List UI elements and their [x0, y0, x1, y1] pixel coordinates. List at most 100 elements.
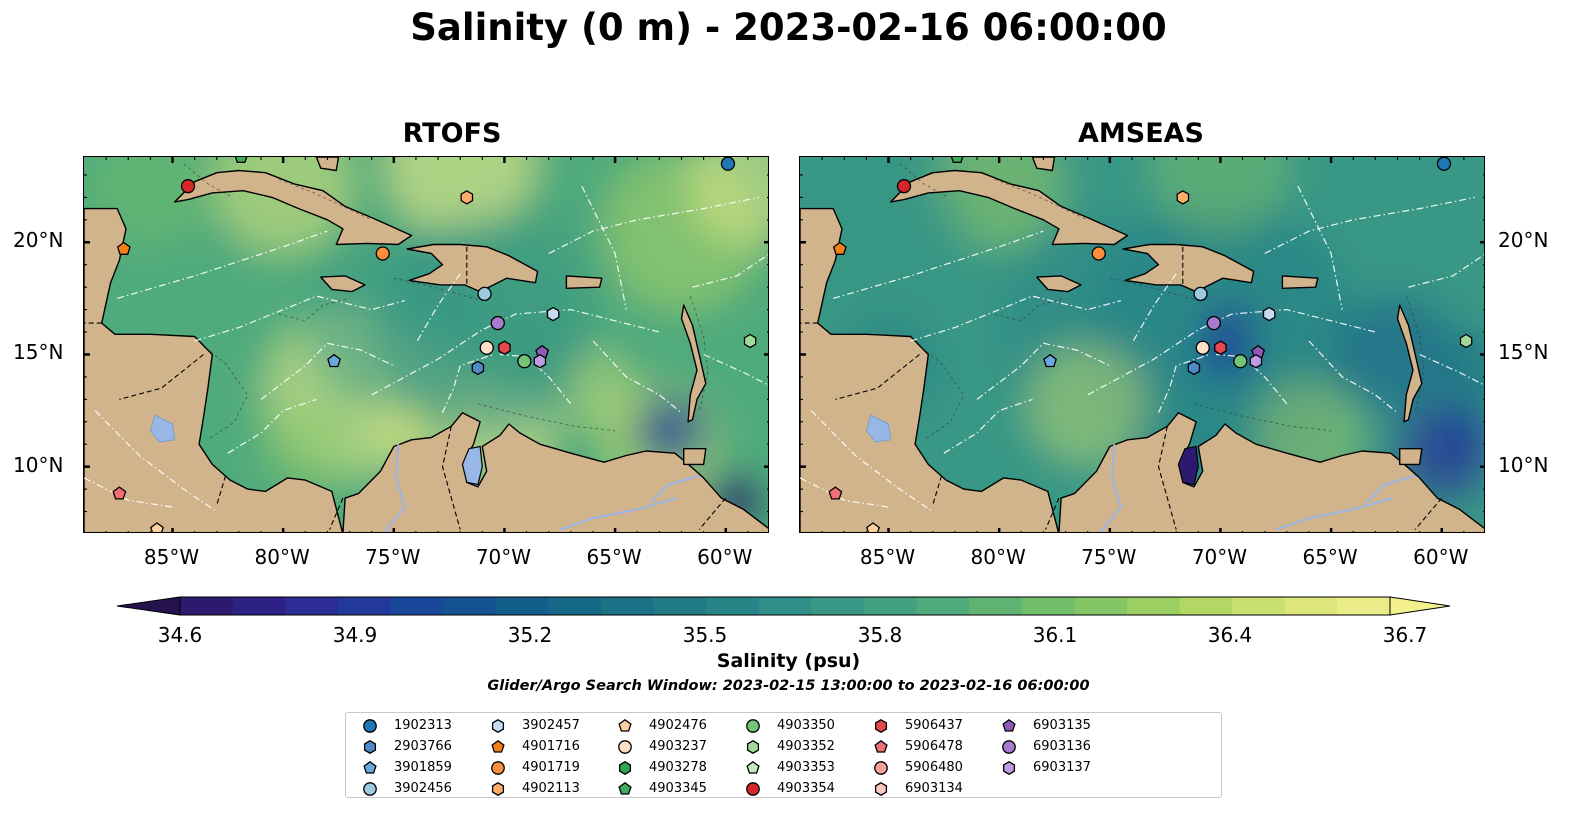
- float-4903352-marker[interactable]: [1459, 333, 1473, 349]
- legend-hexagon-marker[interactable]: [363, 740, 377, 754]
- lake-maracaibo: [461, 445, 483, 486]
- float-4903345-marker[interactable]: [234, 157, 248, 163]
- legend-pentagon-marker[interactable]: [491, 739, 505, 753]
- float-4903237-marker[interactable]: [1195, 340, 1210, 355]
- legend-circle-marker[interactable]: [363, 719, 377, 733]
- colorbar-tick-label: 35.5: [682, 623, 728, 647]
- float-3902456-marker[interactable]: [1193, 286, 1208, 302]
- legend-marker: [363, 782, 377, 796]
- legend-pentagon-marker[interactable]: [363, 760, 377, 774]
- colorbar-extend-max: [1389, 596, 1451, 616]
- float-3902456-marker[interactable]: [477, 286, 492, 302]
- colorbar-tick-label: 35.2: [507, 623, 553, 647]
- lat-tick-label-right: 20°N: [1498, 228, 1549, 253]
- legend-circle-marker[interactable]: [746, 719, 760, 733]
- legend-circle-marker[interactable]: [874, 761, 888, 775]
- lat-tick-label-left: 20°N: [13, 228, 64, 253]
- legend-hexagon-marker[interactable]: [874, 719, 888, 733]
- lat-tick-label-right: 15°N: [1498, 340, 1549, 365]
- legend-label: 4903350: [777, 718, 835, 733]
- float-4901716-marker[interactable]: [832, 241, 847, 255]
- legend-marker: [746, 719, 760, 733]
- float-3901859-marker[interactable]: [1043, 353, 1057, 368]
- legend-pentagon-marker[interactable]: [618, 718, 632, 732]
- float-5906437-marker[interactable]: [498, 340, 511, 355]
- float-4902113-marker[interactable]: [1176, 190, 1190, 205]
- legend-pentagon-marker[interactable]: [874, 739, 888, 753]
- frame-ticks: [800, 157, 1484, 532]
- eez-boundaries: [800, 185, 1484, 513]
- legend-circle-marker[interactable]: [363, 782, 377, 796]
- float-4903352-marker[interactable]: [743, 333, 757, 349]
- float-4902113-marker[interactable]: [460, 190, 474, 205]
- legend-circle-marker[interactable]: [1002, 740, 1016, 754]
- float-5906478-marker[interactable]: [112, 486, 127, 500]
- float-3902457-marker[interactable]: [546, 306, 560, 322]
- legend-label: 3901859: [394, 760, 452, 775]
- float-3902457-marker[interactable]: [1262, 306, 1276, 322]
- legend-circle-marker[interactable]: [491, 761, 505, 775]
- float-6903136-marker[interactable]: [490, 315, 505, 331]
- legend-marker: [491, 761, 505, 775]
- map-amseas[interactable]: [799, 156, 1485, 533]
- float-4903237-marker[interactable]: [479, 340, 494, 355]
- rivers: [1099, 444, 1416, 532]
- figure-title: Salinity (0 m) - 2023-02-16 06:00:00: [410, 6, 1167, 49]
- legend-circle-marker[interactable]: [618, 740, 632, 754]
- float-2903766-marker[interactable]: [471, 360, 485, 376]
- legend-label: 4903278: [649, 760, 707, 775]
- legend-label: 6903135: [1033, 718, 1091, 733]
- lon-tick-label: 60°W: [1413, 545, 1469, 569]
- legend-hexagon-marker[interactable]: [491, 782, 505, 796]
- colorbar-segment: [1074, 597, 1128, 615]
- float-5906478-marker[interactable]: [828, 486, 843, 500]
- lon-tick-label: 75°W: [365, 545, 421, 569]
- colorbar-tick-label: 36.1: [1032, 623, 1078, 647]
- colorbar-segment: [232, 597, 286, 615]
- float-5906437-marker[interactable]: [1214, 340, 1227, 355]
- lon-tick-label: 75°W: [1081, 545, 1137, 569]
- float-4903354-marker[interactable]: [896, 179, 912, 194]
- lat-tick-label-left: 10°N: [13, 452, 64, 477]
- legend-hexagon-marker[interactable]: [1002, 761, 1016, 775]
- legend-label: 4902476: [649, 718, 707, 733]
- float-4901716-marker[interactable]: [116, 241, 131, 255]
- legend-pentagon-marker[interactable]: [618, 781, 632, 795]
- float-4903350-marker[interactable]: [1233, 354, 1248, 369]
- map-rtofs[interactable]: [83, 156, 769, 533]
- float-4901719-marker[interactable]: [375, 246, 390, 261]
- float-6903137-marker[interactable]: [1249, 353, 1263, 369]
- float-3901859-marker[interactable]: [327, 353, 341, 368]
- country-borders: [84, 246, 727, 530]
- colorbar: [116, 596, 1451, 616]
- legend-marker: [363, 719, 377, 733]
- legend-marker: [618, 718, 632, 732]
- legend-hexagon-marker[interactable]: [491, 719, 505, 733]
- legend-label: 4901716: [522, 739, 580, 754]
- float-6903137-marker[interactable]: [533, 353, 547, 369]
- float-1902313-marker[interactable]: [720, 157, 736, 171]
- colorbar-segment: [811, 597, 865, 615]
- colorbar-segment: [180, 597, 234, 615]
- float-4902476-marker[interactable]: [150, 522, 164, 533]
- float-4902476-marker[interactable]: [866, 522, 880, 533]
- float-4903350-marker[interactable]: [517, 354, 532, 369]
- float-4901719-marker[interactable]: [1091, 246, 1106, 261]
- float-1902313-marker[interactable]: [1436, 157, 1452, 171]
- lake-nicaragua: [149, 414, 176, 443]
- float-6903136-marker[interactable]: [1206, 315, 1221, 331]
- legend-pentagon-marker[interactable]: [1002, 718, 1016, 732]
- legend-hexagon-marker[interactable]: [746, 740, 760, 754]
- float-4903345-marker[interactable]: [950, 157, 964, 163]
- legend-label: 3902456: [394, 781, 452, 796]
- float-2903766-marker[interactable]: [1187, 360, 1201, 376]
- legend-hexagon-marker[interactable]: [618, 761, 632, 775]
- legend-marker: [618, 761, 632, 775]
- float-4903354-marker[interactable]: [180, 179, 196, 194]
- legend-circle-marker[interactable]: [746, 782, 760, 796]
- colorbar-segment: [390, 597, 444, 615]
- legend-hexagon-marker[interactable]: [874, 782, 888, 796]
- legend-pentagon-marker[interactable]: [746, 760, 760, 774]
- legend-marker: [1002, 718, 1016, 732]
- legend-marker: [363, 740, 377, 754]
